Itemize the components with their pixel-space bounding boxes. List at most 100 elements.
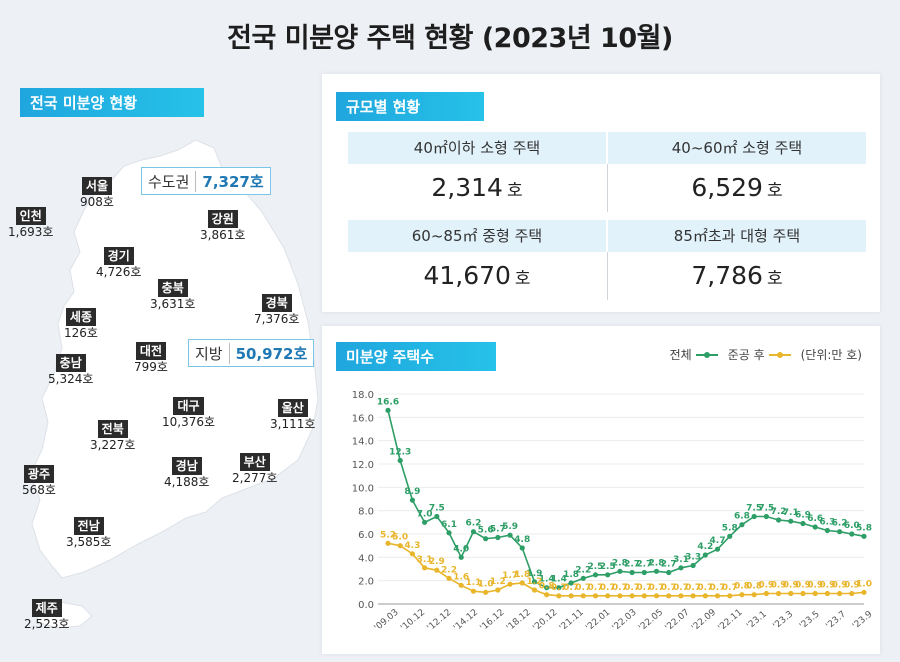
region-name: 충북 bbox=[157, 279, 188, 298]
data-point-after bbox=[409, 551, 416, 557]
data-point-total bbox=[409, 497, 416, 503]
data-point-total bbox=[739, 522, 745, 528]
x-tick-label: '23.1 bbox=[745, 609, 769, 631]
data-label-after: 1.1 bbox=[465, 578, 481, 588]
data-point-total bbox=[580, 575, 586, 581]
x-tick-label: '18.12 bbox=[505, 608, 533, 634]
region-value: 2,277호 bbox=[232, 471, 278, 486]
map-section-tag: 전국 미분양 현황 bbox=[20, 88, 204, 117]
data-point-after bbox=[788, 590, 794, 597]
data-label-total: 2.8 bbox=[649, 558, 665, 568]
region-label: 세종 126호 bbox=[64, 306, 98, 341]
data-label-after: 0.7 bbox=[612, 583, 628, 593]
data-point-after bbox=[702, 593, 708, 599]
chart-panel: 0.0 2.0 4.0 6.0 8.0 10.0 12.0 14.0 16.0 18.0 '09.0… bbox=[322, 326, 880, 654]
data-point-total bbox=[605, 572, 611, 578]
region-label: 울산 3,111호 bbox=[270, 397, 315, 432]
region-label: 충북 3,631호 bbox=[150, 277, 195, 312]
data-label-total: 1.9 bbox=[526, 569, 542, 579]
data-label-total: 6.1 bbox=[441, 520, 457, 530]
data-label-after: 0.9 bbox=[844, 581, 860, 591]
size-panel: 규모별 현황 40㎡이하 소형 주택 2,314 호 40~60㎡ 소형 주택 6… bbox=[322, 74, 880, 312]
region-name: 제주 bbox=[31, 599, 62, 618]
region-name: 대전 bbox=[135, 342, 167, 361]
data-point-total bbox=[495, 534, 501, 541]
data-label-total: 6.6 bbox=[807, 514, 823, 524]
data-point-total bbox=[531, 579, 538, 585]
data-point-after bbox=[470, 588, 477, 594]
data-point-total bbox=[470, 529, 477, 535]
region-name: 경남 bbox=[171, 457, 202, 476]
data-point-after bbox=[739, 592, 745, 598]
data-label-total: 6.2 bbox=[832, 519, 848, 529]
data-label-total: 4.0 bbox=[453, 544, 469, 554]
region-value: 3,631호 bbox=[150, 297, 196, 312]
data-point-after bbox=[629, 593, 635, 599]
data-label-total: 8.9 bbox=[404, 487, 420, 497]
x-tick-label: '16.12 bbox=[478, 608, 506, 634]
data-label-total: 5.7 bbox=[490, 525, 506, 535]
data-label-after: 3.1 bbox=[417, 555, 433, 565]
size-cell-unit: 호 bbox=[766, 181, 783, 201]
size-cell-label: 40㎡이하 소형 주택 bbox=[348, 132, 606, 164]
data-point-total bbox=[483, 536, 489, 542]
data-label-after: 1.7 bbox=[502, 571, 518, 581]
y-tick-label: 8.0 bbox=[358, 507, 374, 518]
data-point-total bbox=[788, 518, 794, 524]
x-tick-label: '10.12 bbox=[399, 608, 427, 634]
data-point-total bbox=[446, 530, 452, 536]
data-point-total bbox=[861, 533, 867, 539]
region-name: 대구 bbox=[173, 397, 204, 416]
data-label-after: 0.9 bbox=[819, 581, 835, 591]
x-tick-label: '12.12 bbox=[426, 608, 454, 634]
unit-note: (단위:만 호) bbox=[800, 348, 862, 362]
chart-legend: 전체 준공 후 (단위:만 호) bbox=[670, 346, 862, 363]
local-callout-name: 지방 bbox=[195, 342, 230, 364]
data-point-after bbox=[641, 593, 647, 599]
data-point-total bbox=[666, 569, 672, 576]
data-point-total bbox=[751, 513, 757, 520]
data-label-total: 1.8 bbox=[563, 570, 579, 580]
region-label: 광주 568호 bbox=[22, 463, 56, 498]
region-label: 충남 5,324호 bbox=[48, 352, 93, 387]
data-label-total: 3.3 bbox=[685, 553, 701, 563]
region-name: 경기 bbox=[103, 247, 134, 266]
data-label-after: 0.7 bbox=[685, 583, 701, 593]
data-label-after: 0.7 bbox=[624, 583, 640, 593]
data-point-total bbox=[592, 572, 599, 578]
data-label-total: 6.2 bbox=[465, 519, 481, 529]
region-name: 강원 bbox=[207, 210, 238, 229]
data-point-after bbox=[861, 589, 867, 595]
data-label-after: 1.0 bbox=[478, 579, 494, 589]
data-label-total: 5.8 bbox=[722, 523, 738, 533]
data-point-after bbox=[849, 590, 855, 597]
data-label-after: 1.8 bbox=[514, 570, 530, 580]
legend-after-marker bbox=[768, 351, 791, 358]
data-label-total: 7.1 bbox=[783, 508, 799, 518]
region-name: 울산 bbox=[277, 399, 308, 418]
data-point-after bbox=[617, 593, 623, 599]
x-tick-label: '22.09 bbox=[690, 607, 718, 633]
region-name: 서울 bbox=[81, 177, 113, 196]
data-label-total: 4.8 bbox=[514, 535, 530, 545]
x-tick-label: '22.01 bbox=[584, 608, 612, 634]
region-label: 경남 4,188호 bbox=[164, 455, 209, 490]
region-label: 제주 2,523호 bbox=[24, 597, 69, 632]
x-tick-label: '23.5 bbox=[798, 609, 822, 631]
data-label-total: 12.3 bbox=[389, 448, 411, 458]
data-point-total bbox=[824, 527, 830, 534]
size-cell-4: 85㎡초과 대형 주택 7,786 호 bbox=[608, 220, 866, 300]
data-label-total: 7.5 bbox=[758, 504, 774, 514]
size-cell-label: 85㎡초과 대형 주택 bbox=[608, 220, 866, 252]
data-label-total: 1.4 bbox=[539, 575, 555, 585]
legend-after-label: 준공 후 bbox=[727, 348, 765, 362]
data-point-after bbox=[824, 590, 830, 597]
data-point-total bbox=[702, 552, 708, 558]
series-line-total bbox=[387, 410, 865, 589]
data-point-after bbox=[812, 590, 818, 597]
data-label-after: 0.8 bbox=[539, 582, 555, 592]
data-label-total: 1.4 bbox=[551, 575, 567, 585]
data-label-after: 0.7 bbox=[600, 583, 616, 593]
data-point-after bbox=[800, 590, 806, 597]
data-point-total bbox=[629, 569, 635, 576]
